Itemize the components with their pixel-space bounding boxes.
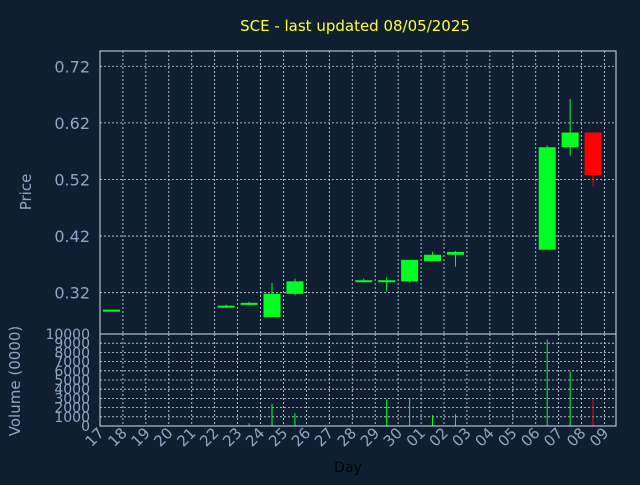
volume-tick-label: 0	[81, 419, 90, 435]
price-tick-label: 0.62	[54, 114, 90, 133]
candle-body	[538, 147, 556, 250]
price-tick-label: 0.52	[54, 170, 90, 189]
candle-body	[378, 280, 396, 283]
candle-body	[263, 293, 281, 318]
price-grid	[100, 51, 616, 334]
candle-body	[240, 302, 258, 305]
candles	[102, 99, 602, 318]
price-tick-label: 0.42	[54, 227, 90, 246]
price-tick-label: 0.72	[54, 57, 90, 76]
candle-body	[401, 259, 419, 282]
price-tick-label: 0.32	[54, 284, 90, 303]
volume-tick-label: 6000	[54, 364, 90, 380]
volume-grid	[100, 333, 616, 427]
chart-title: SCE - last updated 08/05/2025	[240, 17, 470, 35]
volume-tick-label: 4000	[54, 382, 90, 398]
volume-bars	[248, 339, 594, 426]
x-tick-labels: 1718192021222324252627282930010203040506…	[82, 424, 613, 450]
volume-axis-label: Volume (0000)	[6, 326, 24, 436]
volume-tick-label: 9000	[54, 336, 90, 352]
candle-body	[286, 281, 304, 294]
volume-tick-labels: 1000090008000700060005000400030002000100…	[45, 327, 90, 435]
price-axis-label: Price	[17, 174, 35, 211]
volume-tick-label: 2000	[54, 401, 90, 417]
candle-body	[424, 254, 442, 261]
x-tick-label: 09	[586, 424, 612, 450]
price-panel-frame	[99, 50, 617, 335]
candle-body	[102, 309, 120, 312]
x-axis-label: Day	[334, 460, 362, 476]
volume-panel-frame	[99, 333, 617, 427]
volume-tick-label: 8000	[54, 345, 90, 361]
volume-tick-label: 5000	[54, 373, 90, 389]
candle-body	[561, 132, 579, 148]
volume-tick-label: 3000	[54, 391, 90, 407]
candle-body	[446, 251, 464, 255]
volume-tick-label: 10000	[45, 327, 90, 343]
candle-body	[355, 280, 373, 283]
candle-body	[584, 132, 602, 175]
volume-tick-label: 7000	[54, 355, 90, 371]
volume-tick-label: 1000	[54, 410, 90, 426]
candle-body	[217, 305, 235, 308]
price-tick-labels: 0.72 0.62 0.52 0.42 0.32	[54, 57, 90, 302]
